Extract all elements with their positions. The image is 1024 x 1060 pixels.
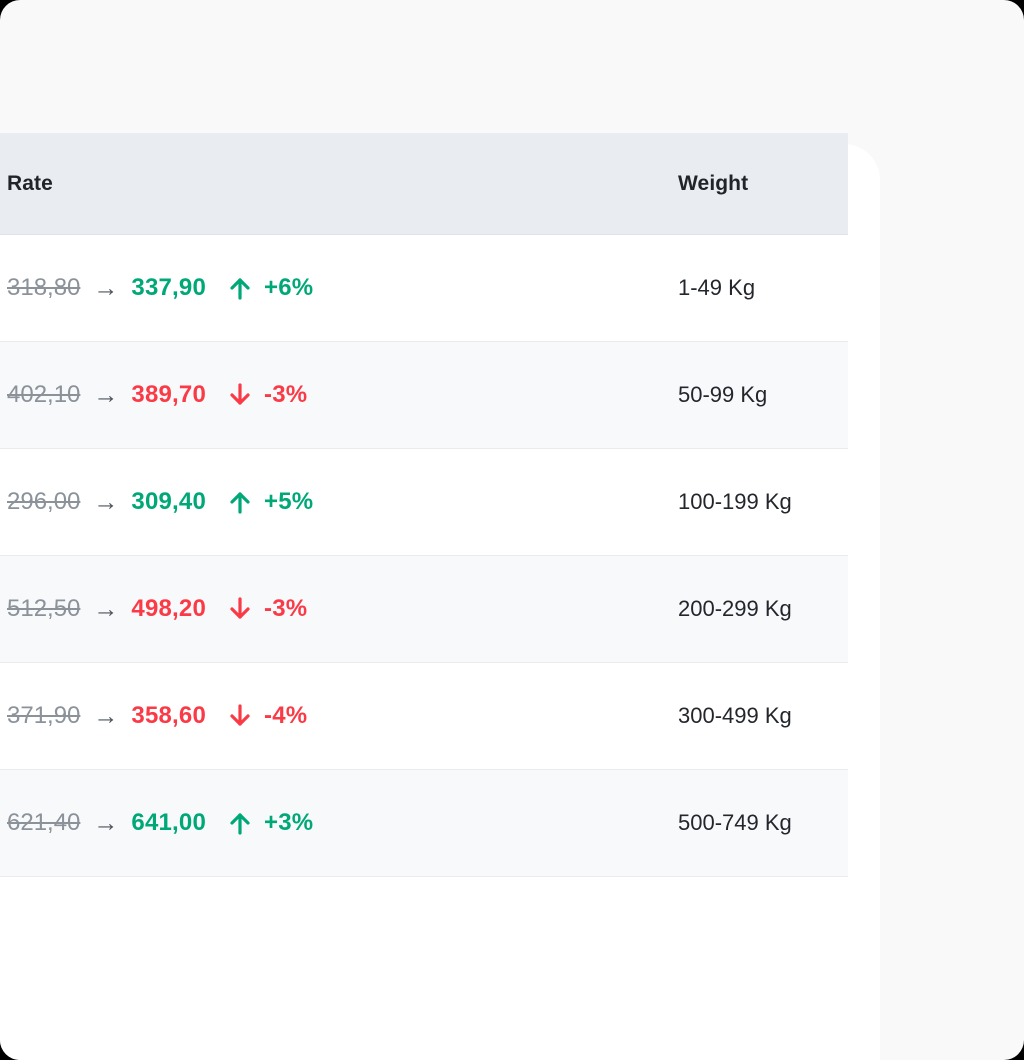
- rate-change-arrow-icon: →: [93, 273, 119, 302]
- rate-cell: 512,50 → 498,20 -3%: [0, 594, 678, 624]
- old-rate-value: 402,10: [7, 381, 81, 408]
- percent-change: +6%: [264, 274, 314, 301]
- table-row: 402,10 → 389,70 -3% 50-99 Kg: [0, 342, 848, 449]
- trend-up-icon: [225, 808, 255, 838]
- percent-change: -3%: [264, 595, 308, 622]
- new-rate-value: 358,60: [131, 702, 207, 729]
- trend-down-icon: [225, 380, 255, 410]
- rate-change-arrow-icon: →: [93, 701, 119, 730]
- percent-change: +5%: [264, 488, 314, 515]
- table-body: 318,80 → 337,90 +6% 1-49 Kg 402,10 → 389…: [0, 235, 848, 877]
- trend-down-icon: [225, 701, 255, 731]
- column-header-weight: Weight: [678, 171, 749, 195]
- new-rate-value: 309,40: [131, 488, 207, 515]
- table-row: 296,00 → 309,40 +5% 100-199 Kg: [0, 449, 848, 556]
- old-rate-value: 512,50: [7, 595, 81, 622]
- new-rate-value: 389,70: [131, 381, 207, 408]
- new-rate-value: 498,20: [131, 595, 207, 622]
- rate-cell: 296,00 → 309,40 +5%: [0, 487, 678, 517]
- rate-change-arrow-icon: →: [93, 380, 119, 409]
- weight-cell: 100-199 Kg: [678, 489, 792, 514]
- table-row: 371,90 → 358,60 -4% 300-499 Kg: [0, 663, 848, 770]
- old-rate-value: 318,80: [7, 274, 81, 301]
- percent-change: -4%: [264, 702, 308, 729]
- table-row: 512,50 → 498,20 -3% 200-299 Kg: [0, 556, 848, 663]
- weight-cell: 200-299 Kg: [678, 596, 792, 621]
- new-rate-value: 641,00: [131, 809, 207, 836]
- weight-cell: 1-49 Kg: [678, 275, 756, 300]
- table-row: 621,40 → 641,00 +3% 500-749 Kg: [0, 770, 848, 877]
- weight-cell: 300-499 Kg: [678, 703, 792, 728]
- rate-cell: 621,40 → 641,00 +3%: [0, 808, 678, 838]
- old-rate-value: 371,90: [7, 702, 81, 729]
- old-rate-value: 296,00: [7, 488, 81, 515]
- rate-cell: 318,80 → 337,90 +6%: [0, 273, 678, 303]
- column-header-rate: Rate: [7, 171, 53, 195]
- table-header-row: Rate Weight: [0, 133, 848, 235]
- new-rate-value: 337,90: [131, 274, 207, 301]
- rate-change-arrow-icon: →: [93, 808, 119, 837]
- rate-table: Rate Weight 318,80 → 337,90 +6% 1-49 Kg …: [0, 133, 848, 877]
- table-row: 318,80 → 337,90 +6% 1-49 Kg: [0, 235, 848, 342]
- trend-up-icon: [225, 487, 255, 517]
- trend-up-icon: [225, 273, 255, 303]
- rate-change-arrow-icon: →: [93, 594, 119, 623]
- rate-cell: 402,10 → 389,70 -3%: [0, 380, 678, 410]
- rate-cell: 371,90 → 358,60 -4%: [0, 701, 678, 731]
- old-rate-value: 621,40: [7, 809, 81, 836]
- trend-down-icon: [225, 594, 255, 624]
- weight-cell: 500-749 Kg: [678, 810, 792, 835]
- weight-cell: 50-99 Kg: [678, 382, 768, 407]
- rate-change-arrow-icon: →: [93, 487, 119, 516]
- percent-change: +3%: [264, 809, 314, 836]
- percent-change: -3%: [264, 381, 308, 408]
